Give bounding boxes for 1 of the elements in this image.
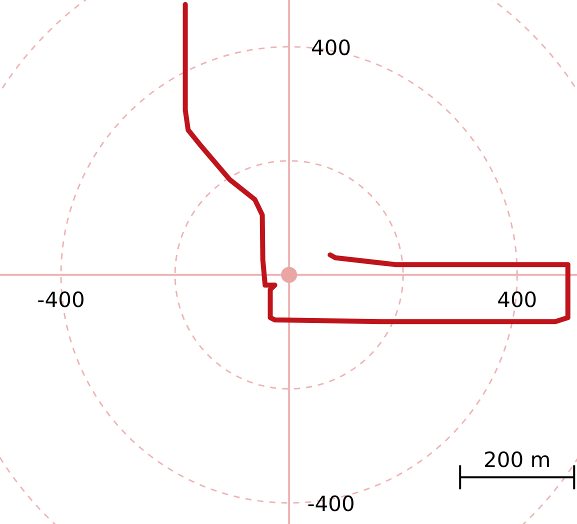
annotation: 200 m (484, 448, 551, 472)
